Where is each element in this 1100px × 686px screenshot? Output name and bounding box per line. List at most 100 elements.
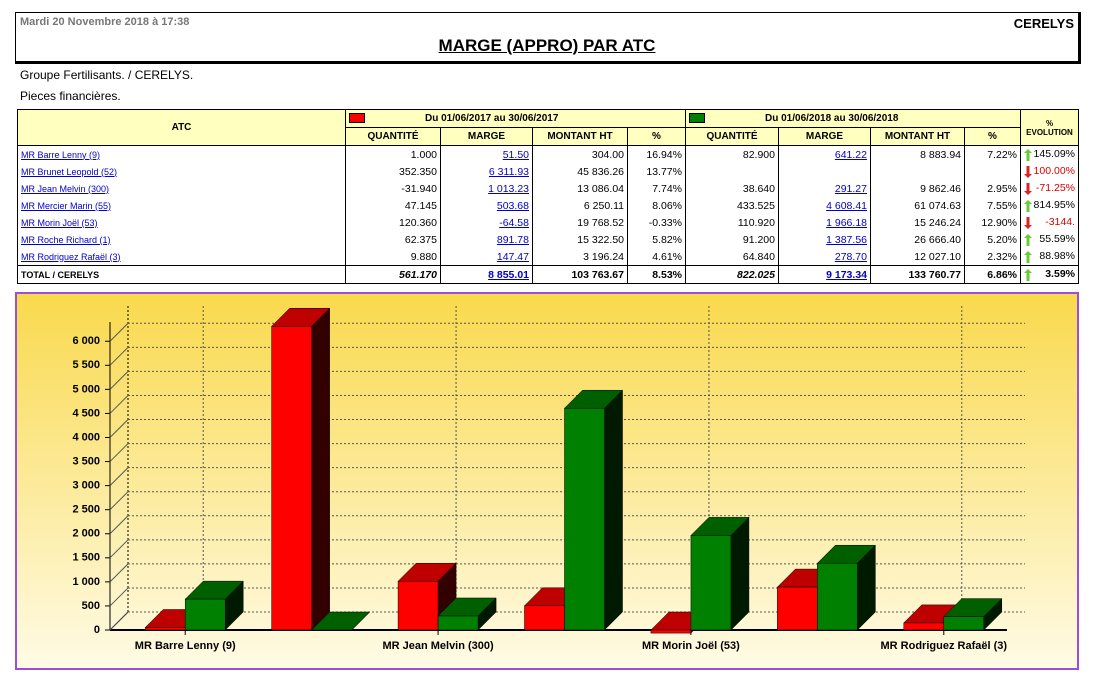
- cell-value: 12 027.10: [914, 250, 961, 263]
- cell: 891.78: [440, 231, 533, 248]
- marge-link[interactable]: 8 855.01: [488, 268, 529, 281]
- trend-arrow: [1024, 166, 1032, 178]
- cell: 822.025: [685, 265, 779, 284]
- cell: 8.06%: [627, 197, 686, 214]
- marge-link[interactable]: 4 608.41: [826, 199, 867, 212]
- cell: MR Mercier Marin (55): [17, 197, 346, 214]
- column-header: %: [964, 127, 1021, 146]
- bar: [397, 580, 439, 631]
- cell-value: 1.000: [410, 148, 437, 161]
- atc-link[interactable]: MR Rodriguez Rafaël (3): [21, 251, 121, 262]
- atc-link[interactable]: MR Roche Richard (1): [21, 234, 111, 245]
- cell: TOTAL / CERELYS: [17, 265, 346, 284]
- marge-link[interactable]: 147.47: [496, 250, 529, 263]
- cell: MR Rodriguez Rafaël (3): [17, 248, 346, 266]
- marge-link[interactable]: 6 311.93: [488, 165, 529, 178]
- marge-link[interactable]: 1 013.23: [488, 182, 529, 195]
- data-row: MR Jean Melvin (300) -31.940 1 013.23 13 08…: [17, 180, 1079, 197]
- cell: -3144.: [1020, 214, 1079, 231]
- trend-arrow: [1024, 183, 1032, 195]
- cell-value: 120.360: [399, 216, 437, 229]
- cell: 291.27: [778, 180, 871, 197]
- trend-arrow-shape: [1024, 251, 1032, 263]
- cell: 9 173.34: [778, 265, 871, 284]
- marge-link[interactable]: 503.68: [496, 199, 529, 212]
- cell-value: 561.170: [399, 268, 437, 281]
- legend-swatch: [349, 113, 365, 124]
- cell-value: 8.06%: [652, 199, 682, 212]
- column-header: QUANTITÉ: [685, 127, 779, 146]
- atc-link[interactable]: MR Barre Lenny (9): [21, 149, 101, 160]
- marge-link[interactable]: 891.78: [496, 233, 529, 246]
- trend-arrow-shape: [1024, 217, 1032, 229]
- trend-arrow: [1024, 200, 1032, 212]
- wall-grid-line: [109, 395, 129, 414]
- cell-value: 9.880: [410, 250, 437, 263]
- trend-arrow-shape: [1024, 200, 1032, 212]
- cell: 7.55%: [964, 197, 1021, 214]
- marge-link[interactable]: 291.27: [834, 182, 867, 195]
- trend-arrow: [1024, 149, 1032, 161]
- cell: 1 966.18: [778, 214, 871, 231]
- evolution-value: 55.59%: [1039, 233, 1075, 245]
- period-label: Du 01/06/2017 au 30/06/2017: [425, 113, 559, 124]
- company: CERELYS: [1013, 16, 1074, 31]
- y-tick-label: 1 000: [72, 576, 100, 588]
- marge-link[interactable]: 641.22: [834, 148, 867, 161]
- marge-link[interactable]: 51.50: [502, 148, 529, 161]
- cell-value: 47.145: [404, 199, 437, 212]
- atc-link[interactable]: MR Brunet Leopold (52): [21, 166, 118, 177]
- y-tick-label: 5 500: [72, 359, 100, 371]
- marge-link[interactable]: 1 387.56: [826, 233, 867, 246]
- cell: 5.82%: [627, 231, 686, 248]
- cell-value: 13.77%: [646, 165, 682, 178]
- cell: [685, 163, 779, 180]
- wall-grid-line: [109, 467, 129, 486]
- cell-value: 3 196.24: [583, 250, 624, 263]
- cell: 278.70: [778, 248, 871, 266]
- cell: -31.940: [345, 180, 441, 197]
- cell: 4 608.41: [778, 197, 871, 214]
- cell-value: 7.74%: [652, 182, 682, 195]
- marge-link[interactable]: -64.58: [499, 216, 529, 229]
- report-title: MARGE (APPRO) PAR ATC: [438, 36, 656, 55]
- marge-link[interactable]: 278.70: [834, 250, 867, 263]
- bar: [903, 622, 945, 631]
- cell-value: 110.920: [737, 216, 775, 229]
- cell: 1.000: [345, 145, 441, 163]
- data-row: MR Morin Joël (53) 120.360 -64.58 19 768.52…: [17, 214, 1079, 231]
- cell: 6 311.93: [440, 163, 533, 180]
- cell-value: 45 836.26: [577, 165, 624, 178]
- trend-arrow: [1024, 251, 1032, 263]
- cell-value: 19 768.52: [577, 216, 624, 229]
- cell: 64.840: [685, 248, 779, 266]
- cell-value: 15 246.24: [914, 216, 961, 229]
- cell: [964, 163, 1021, 180]
- bar: [777, 586, 818, 631]
- marge-link[interactable]: 1 966.18: [826, 216, 867, 229]
- atc-link[interactable]: MR Morin Joël (53): [21, 217, 98, 228]
- atc-link[interactable]: MR Mercier Marin (55): [21, 200, 112, 211]
- cell: 12.90%: [964, 214, 1021, 231]
- evolution-header: % EVOLUTION: [1020, 109, 1079, 146]
- cell: 62.375: [345, 231, 441, 248]
- cell-value: 2.95%: [987, 182, 1017, 195]
- cell: 5.20%: [964, 231, 1021, 248]
- marge-link[interactable]: 9 173.34: [826, 268, 867, 281]
- trend-arrow-shape: [1024, 183, 1032, 195]
- cell: 103 763.67: [532, 265, 628, 284]
- cell-value: TOTAL / CERELYS: [21, 269, 100, 280]
- evolution-header-line: %: [1045, 118, 1054, 128]
- cell: 120.360: [345, 214, 441, 231]
- y-tick-label: 0: [94, 624, 100, 636]
- atc-link[interactable]: MR Jean Melvin (300): [21, 183, 110, 194]
- bar-top: [311, 611, 371, 631]
- cell-value: 26 666.40: [914, 233, 961, 246]
- x-tick-label: MR Morin Joël (53): [642, 640, 740, 652]
- y-tick-label: 3 000: [72, 480, 100, 492]
- y-tick-label: 4 500: [72, 407, 100, 419]
- cell-value: -31.940: [401, 182, 437, 195]
- cell-value: 62.375: [404, 233, 437, 246]
- data-row: MR Barre Lenny (9) 1.000 51.50 304.00 16.94%…: [17, 145, 1079, 163]
- cell: 6.86%: [964, 265, 1021, 284]
